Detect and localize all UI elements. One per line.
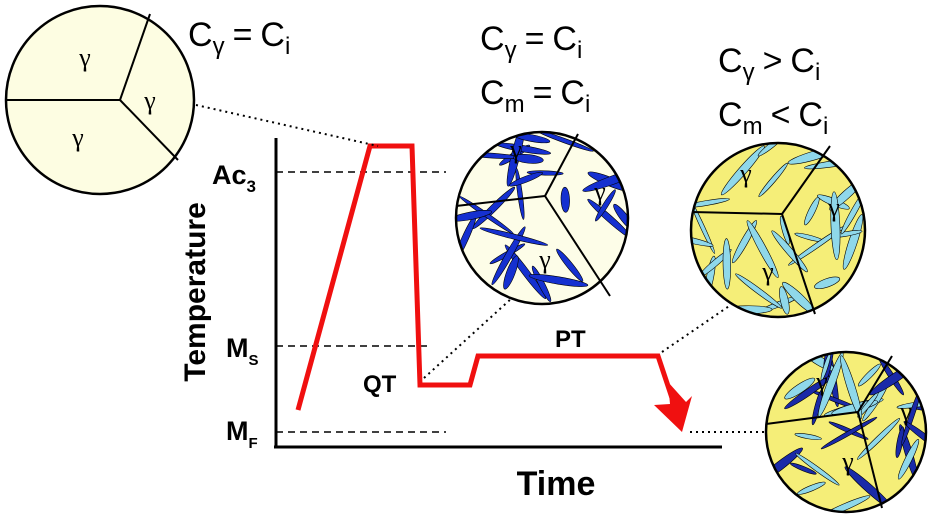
x-axis-label: Time: [517, 465, 596, 503]
diagram: Temperature Time Ac3 MS MF QT PT γ γ γ γ γ γ γ…: [0, 0, 938, 519]
condition: Cm=Ci: [480, 74, 590, 118]
condition: Cm<Ci: [718, 96, 828, 140]
conditions: Cγ=Ci Cγ=Ci Cm=Ci Cγ>Ci Cm<Ci: [188, 16, 828, 140]
y-axis-label: Temperature: [179, 202, 212, 382]
level-label: Ac3: [212, 160, 256, 196]
condition: Cγ=Ci: [188, 16, 290, 60]
phase-label: γ: [739, 159, 752, 188]
phase-label: γ: [509, 135, 522, 164]
level-label: MF: [226, 416, 258, 452]
phase-label: γ: [761, 257, 774, 286]
level-label: MS: [226, 333, 259, 369]
phase-label: γ: [815, 367, 828, 396]
condition: Cγ=Ci: [480, 20, 582, 64]
phase-label: γ: [899, 397, 912, 426]
phase-label: γ: [143, 86, 156, 115]
phase-label: γ: [827, 193, 840, 222]
condition: Cγ>Ci: [718, 42, 820, 86]
phase-label: γ: [71, 123, 84, 152]
step-label: QT: [363, 371, 397, 398]
phase-label: γ: [78, 43, 91, 72]
phase-label: γ: [593, 177, 606, 206]
phase-label: γ: [841, 447, 854, 476]
arrow-head: [654, 382, 692, 432]
step-label: PT: [555, 326, 586, 353]
phase-label: γ: [538, 245, 551, 274]
